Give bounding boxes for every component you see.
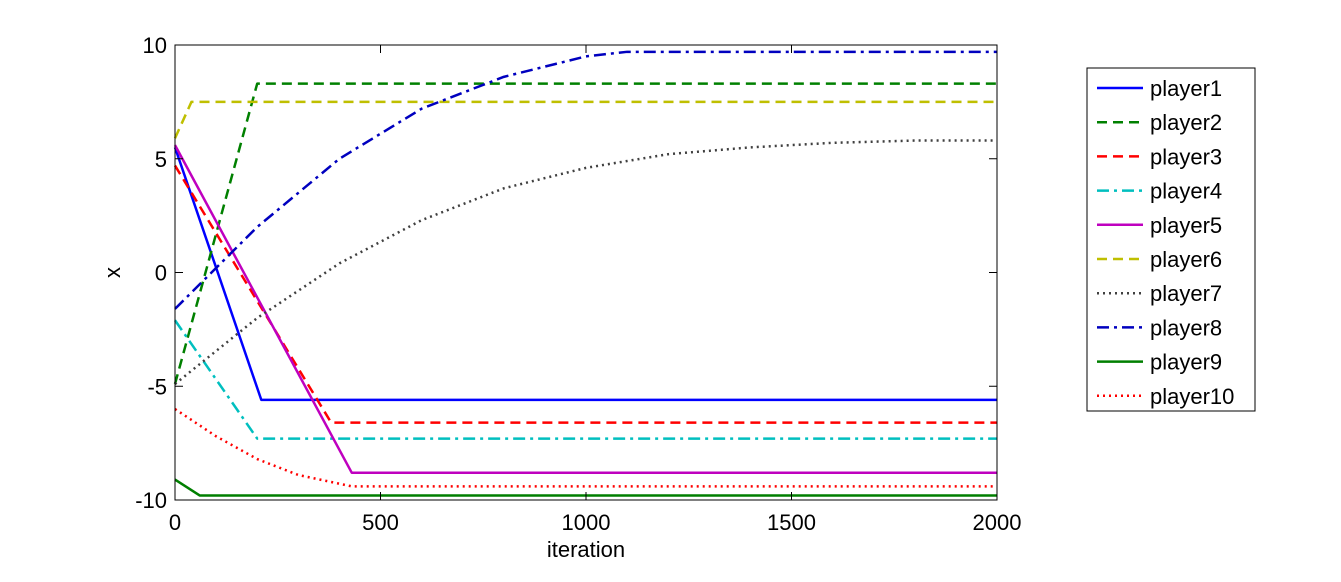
x-tick-label: 1500 (767, 510, 816, 535)
series-line-player8 (174, 50, 997, 310)
y-tick-label: 0 (155, 261, 167, 286)
legend-box (1086, 67, 1256, 412)
legend: player1 player2 player3 player4 player5 playe… (1086, 67, 1256, 412)
x-tick-label: 2000 (973, 510, 1022, 535)
plot-area (175, 45, 997, 500)
legend-label-player7: player7 (1150, 281, 1222, 306)
y-axis-label: x (100, 267, 125, 278)
legend-label-player3: player3 (1150, 144, 1222, 169)
series-line-player5 (173, 144, 997, 474)
legend-label-player10: player10 (1150, 384, 1234, 409)
x-tick-label: 0 (169, 510, 181, 535)
series-line-player4 (173, 319, 997, 440)
x-tick-label: 1000 (562, 510, 611, 535)
series-line-player1 (173, 146, 997, 402)
series-line-player7 (174, 139, 997, 385)
legend-label-player9: player9 (1150, 350, 1222, 375)
y-tick-label: -5 (147, 374, 167, 399)
series-layer (173, 50, 997, 497)
legend-label-player2: player2 (1150, 110, 1222, 135)
series-line-player3 (173, 164, 997, 424)
y-tick-label: 5 (155, 147, 167, 172)
series-line-player2 (173, 82, 997, 385)
x-axis-label: iteration (547, 537, 625, 562)
y-tick-label: -10 (135, 488, 167, 513)
legend-label-player5: player5 (1150, 213, 1222, 238)
plot-background (175, 45, 997, 500)
series-line-player9 (174, 478, 997, 497)
legend-label-player1: player1 (1150, 76, 1222, 101)
x-tick-label: 500 (362, 510, 399, 535)
series-line-player6 (173, 100, 997, 139)
axes-layer: 0 500 1000 1500 2000 -10 -5 0 5 10 (135, 33, 1021, 535)
legend-label-player4: player4 (1150, 179, 1222, 204)
y-tick-label: 10 (143, 33, 167, 58)
legend-label-player8: player8 (1150, 315, 1222, 340)
legend-label-player6: player6 (1150, 247, 1222, 272)
